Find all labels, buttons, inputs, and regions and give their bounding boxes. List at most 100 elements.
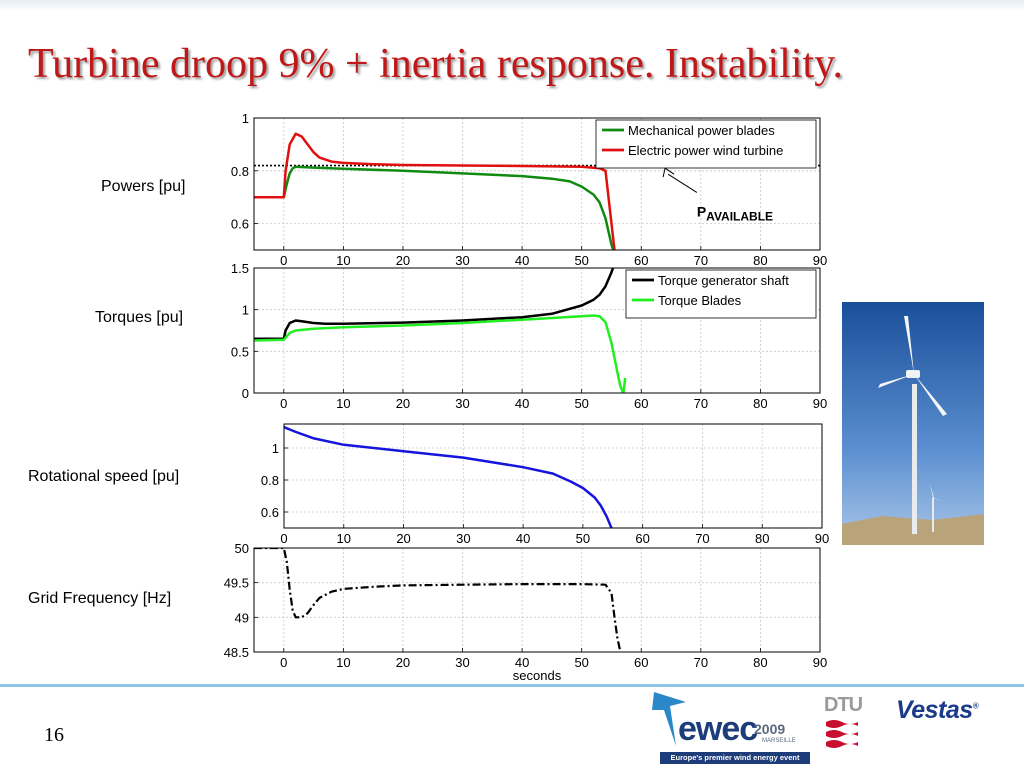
- series-line-2: [254, 314, 627, 393]
- legend-label: Mechanical power blades: [628, 123, 775, 138]
- ewec-tagline: Europe's premier wind energy event: [660, 752, 810, 764]
- top-band: [0, 0, 1024, 12]
- x-tick-label: 50: [576, 531, 590, 546]
- x-tick-label: 0: [280, 531, 287, 546]
- y-tick-label: 0: [242, 386, 249, 401]
- vestas-logo: Vestas®: [896, 696, 979, 725]
- series-group: [254, 132, 820, 250]
- chart-4: 0 10 20 30 40 50 60 70 80 90 48.5 49 49.5 50 seconds: [224, 541, 828, 683]
- x-tick-label: 40: [515, 655, 529, 670]
- x-tick-label: 20: [396, 253, 410, 268]
- x-tick-label: 90: [813, 396, 827, 411]
- x-tick-label: 50: [574, 655, 588, 670]
- x-tick-label: 0: [280, 396, 287, 411]
- y-tick-label: 1: [272, 441, 279, 456]
- wind-turbine-photo: [842, 302, 984, 545]
- y-tick-label: 1.5: [231, 261, 249, 276]
- chart-1: 0 10 20 30 40 50 60 70 80 90 0.6 0.8 1 Mechanical pow…: [231, 111, 827, 268]
- y-tick-label: 1: [242, 111, 249, 126]
- ewec-wordmark: ewec: [678, 710, 758, 748]
- x-tick-label: 10: [336, 253, 350, 268]
- y-tick-label: 49: [235, 610, 249, 625]
- x-tick-label: 10: [337, 531, 351, 546]
- annotation-subscript: AVAILABLE: [706, 209, 773, 223]
- x-tick-label: 80: [753, 396, 767, 411]
- x-tick-label: 40: [516, 531, 530, 546]
- x-axis-label: seconds: [513, 668, 562, 683]
- dtu-waves-icon: [826, 720, 858, 748]
- ewec-wing-icon: [652, 692, 686, 746]
- y-tick-label: 0.5: [231, 344, 249, 359]
- ewec-logo: ewec 2009 MARSEILLE Europe's premier win…: [650, 688, 810, 766]
- x-tick-label: 60: [634, 655, 648, 670]
- dtu-wordmark: DTU: [824, 694, 863, 716]
- x-tick-label: 40: [515, 396, 529, 411]
- y-tick-label: 50: [235, 541, 249, 556]
- plot-frame: [253, 547, 821, 653]
- x-tick-label: 90: [813, 655, 827, 670]
- series-line-1: [254, 268, 615, 341]
- x-tick-label: 0: [280, 253, 287, 268]
- ewec-city: MARSEILLE: [762, 738, 796, 744]
- x-tick-label: 60: [635, 531, 649, 546]
- x-tick-label: 90: [813, 253, 827, 268]
- x-tick-label: 60: [634, 396, 648, 411]
- x-tick-label: 70: [694, 396, 708, 411]
- plot-frame: [253, 267, 821, 394]
- legend-label: Electric power wind turbine: [628, 143, 783, 158]
- row-label-rotational-speed: Rotational speed [pu]: [28, 468, 180, 485]
- series-line-2: [254, 132, 616, 250]
- x-tick-label: 50: [574, 253, 588, 268]
- legend-label: Torque Blades: [658, 293, 742, 308]
- vestas-registered-mark: ®: [972, 701, 979, 711]
- x-tick-label: 30: [455, 253, 469, 268]
- x-tick-label: 40: [515, 253, 529, 268]
- x-tick-label: 0: [280, 655, 287, 670]
- series-line-1: [254, 165, 615, 250]
- y-tick-label: 0.8: [231, 164, 249, 179]
- annotation-arrow: [667, 173, 698, 193]
- x-tick-label: 80: [753, 253, 767, 268]
- slide-title: Turbine droop 9% + inertia response. Ins…: [28, 41, 843, 87]
- footer-line: [0, 684, 1024, 687]
- x-tick-label: 80: [753, 655, 767, 670]
- row-label-powers: Powers [pu]: [101, 178, 186, 195]
- x-tick-label: 80: [755, 531, 769, 546]
- chart-2: 0 10 20 30 40 50 60 70 80 90 0 0.5 1 1.5 Torque genera…: [231, 261, 827, 411]
- x-tick-label: 70: [694, 253, 708, 268]
- x-tick-label: 70: [695, 531, 709, 546]
- plot-frame: [253, 117, 821, 251]
- x-tick-label: 50: [574, 396, 588, 411]
- x-tick-label: 10: [336, 396, 350, 411]
- x-tick-label: 20: [396, 531, 410, 546]
- dtu-logo: DTU: [824, 694, 864, 754]
- series-group: [284, 425, 613, 528]
- x-tick-label: 10: [336, 655, 350, 670]
- plot-background: [254, 548, 820, 652]
- x-tick-label: 20: [396, 655, 410, 670]
- series-line-1: [254, 548, 622, 652]
- legend-label: Torque generator shaft: [658, 273, 789, 288]
- x-tick-label: 60: [634, 253, 648, 268]
- row-label-torques: Torques [pu]: [95, 309, 184, 326]
- row-label-grid-frequency: Grid Frequency [Hz]: [28, 590, 172, 607]
- y-tick-label: 0.6: [231, 217, 249, 232]
- y-tick-label: 48.5: [224, 645, 249, 660]
- x-tick-label: 70: [694, 655, 708, 670]
- x-tick-label: 30: [456, 531, 470, 546]
- plot-frame: [283, 423, 823, 529]
- series-line-1: [284, 425, 613, 528]
- y-tick-label: 1: [242, 303, 249, 318]
- x-tick-label: 30: [455, 655, 469, 670]
- annotation-arrowhead: [662, 167, 675, 178]
- y-tick-label: 0.8: [261, 473, 279, 488]
- x-tick-label: 90: [815, 531, 829, 546]
- legend-box: [595, 119, 817, 169]
- y-tick-label: 0.6: [261, 505, 279, 520]
- ewec-year: 2009: [754, 721, 786, 737]
- x-tick-label: 20: [396, 396, 410, 411]
- y-tick-label: 49.5: [224, 576, 249, 591]
- x-tick-label: 30: [455, 396, 469, 411]
- legend-box: [625, 269, 817, 319]
